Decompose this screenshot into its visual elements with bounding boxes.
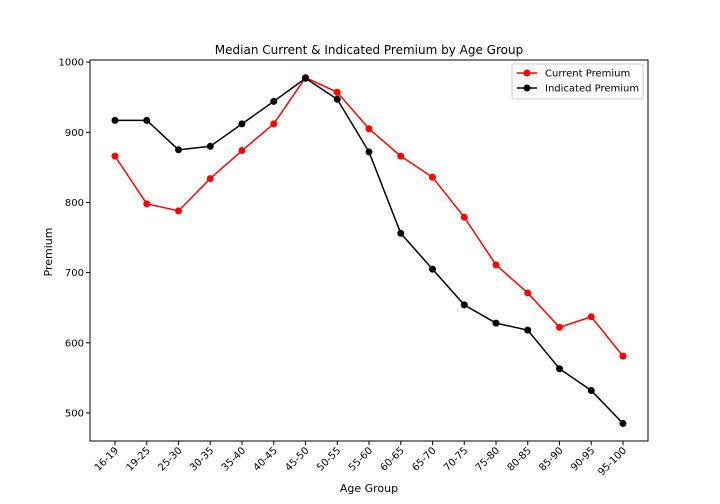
legend-marker xyxy=(523,84,531,92)
y-tick-label: 700 xyxy=(65,268,84,279)
x-tick-label: 55-60 xyxy=(347,445,375,473)
x-tick-label: 85-90 xyxy=(537,445,565,473)
data-point xyxy=(587,386,595,394)
x-axis: 16-19 19-25 25-30 30-35 35-40 40-45 45-50 50-55… xyxy=(93,441,629,478)
legend-box xyxy=(511,63,644,100)
x-tick-label: 30-35 xyxy=(188,445,216,473)
data-point xyxy=(492,261,500,269)
data-point xyxy=(270,97,278,105)
legend: Current Premium Indicated Premium xyxy=(511,63,644,100)
data-point xyxy=(397,229,405,237)
x-tick-label: 70-75 xyxy=(442,445,470,473)
x-tick-label: 50-55 xyxy=(315,445,343,473)
data-point xyxy=(429,173,436,181)
data-point xyxy=(556,365,563,373)
data-point xyxy=(238,147,246,155)
x-tick-label: 19-25 xyxy=(125,445,153,473)
chart-title: Median Current & Indicated Premium by Ag… xyxy=(215,43,523,57)
x-tick-label: 35-40 xyxy=(220,445,248,473)
data-point xyxy=(302,74,309,82)
data-point xyxy=(397,152,405,160)
plot-area xyxy=(89,59,649,442)
data-point xyxy=(524,289,532,297)
data-point xyxy=(111,116,119,124)
data-point xyxy=(333,88,341,96)
data-point xyxy=(619,352,627,360)
data-point xyxy=(175,207,182,215)
y-axis-label: Premium xyxy=(42,228,55,277)
legend-marker xyxy=(523,69,531,77)
data-point xyxy=(143,116,151,124)
data-point xyxy=(619,419,627,427)
data-point xyxy=(111,152,119,160)
data-point xyxy=(206,175,214,183)
data-point xyxy=(429,265,436,273)
data-point xyxy=(333,95,341,103)
x-tick-label: 75-80 xyxy=(474,445,502,473)
y-tick-label: 1000 xyxy=(59,58,84,69)
x-tick-label: 65-70 xyxy=(410,445,438,473)
series-1 xyxy=(111,74,627,427)
x-tick-label: 95-100 xyxy=(596,445,629,478)
data-point xyxy=(365,125,373,133)
x-axis-label: Age Group xyxy=(340,482,398,495)
series-line xyxy=(114,76,624,357)
x-tick-label: 45-50 xyxy=(283,445,311,473)
x-tick-label: 16-19 xyxy=(93,445,121,473)
data-point xyxy=(270,120,278,128)
series-layer xyxy=(111,74,627,427)
y-tick-label: 800 xyxy=(65,198,84,209)
y-tick-label: 900 xyxy=(65,128,84,139)
data-point xyxy=(238,120,246,128)
x-tick-label: 40-45 xyxy=(252,445,280,473)
x-tick-label: 90-95 xyxy=(569,445,597,473)
x-tick-label: 80-85 xyxy=(506,445,534,473)
x-tick-label: 60-65 xyxy=(379,445,407,473)
data-point xyxy=(492,319,500,327)
data-point xyxy=(460,213,468,221)
data-point xyxy=(175,146,182,154)
legend-label: Current Premium xyxy=(545,69,630,80)
legend-label: Indicated Premium xyxy=(545,84,639,95)
data-point xyxy=(365,148,373,156)
series-0 xyxy=(111,74,627,360)
y-axis: 500 600 700 800 900 1000 xyxy=(59,58,90,419)
data-point xyxy=(587,313,595,321)
data-point xyxy=(206,142,214,150)
x-tick-label: 25-30 xyxy=(156,445,184,473)
data-point xyxy=(556,323,563,331)
y-tick-label: 600 xyxy=(65,338,84,349)
y-tick-label: 500 xyxy=(65,408,84,419)
data-point xyxy=(143,200,151,208)
data-point xyxy=(524,326,532,334)
data-point xyxy=(460,301,468,309)
